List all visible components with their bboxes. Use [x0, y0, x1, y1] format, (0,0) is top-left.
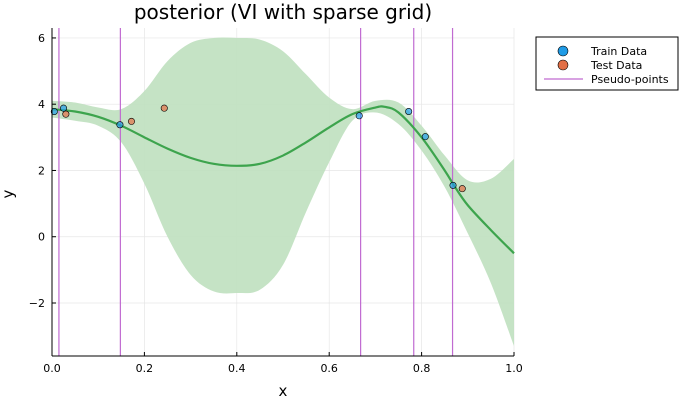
legend-train-label: Train Data — [590, 45, 647, 58]
legend-test-label: Test Data — [590, 59, 642, 72]
train-point — [421, 133, 429, 141]
axes — [51, 28, 515, 357]
x-tick-label: 0.2 — [136, 362, 154, 375]
x-tick-label: 0.4 — [228, 362, 246, 375]
x-tick-label: 0.6 — [320, 362, 338, 375]
tick-labels: 0.0 0.2 0.4 0.6 0.8 1.0 −2 0 2 4 6 — [29, 32, 523, 375]
x-tick-label: 0.8 — [413, 362, 431, 375]
test-point — [458, 185, 466, 193]
posterior-mean-line — [51, 105, 515, 255]
y-axis-label: y — [0, 189, 17, 198]
x-tick-label: 0.0 — [43, 362, 61, 375]
chart-title: posterior (VI with sparse grid) — [134, 0, 432, 24]
legend-train-marker — [557, 45, 569, 57]
y-tick-label: 4 — [38, 98, 45, 111]
train-point — [355, 112, 363, 120]
y-tick-label: 0 — [38, 231, 45, 244]
legend-test-marker — [557, 59, 569, 71]
y-tick-label: −2 — [29, 297, 45, 310]
x-axis-label: x — [279, 382, 288, 400]
legend: Train Data Test Data Pseudo-points — [535, 36, 679, 91]
train-point — [405, 107, 413, 115]
test-point — [127, 117, 135, 125]
plot-area — [50, 28, 515, 356]
train-point — [60, 104, 68, 112]
train-point — [50, 107, 58, 115]
train-point — [116, 121, 124, 129]
legend-pseudo-label: Pseudo-points — [591, 73, 669, 86]
y-tick-label: 6 — [38, 32, 45, 45]
x-tick-label: 1.0 — [505, 362, 523, 375]
test-point — [62, 110, 70, 118]
test-point — [160, 104, 168, 112]
train-point — [449, 181, 457, 189]
y-tick-label: 2 — [38, 164, 45, 177]
posterior-band — [52, 37, 514, 347]
